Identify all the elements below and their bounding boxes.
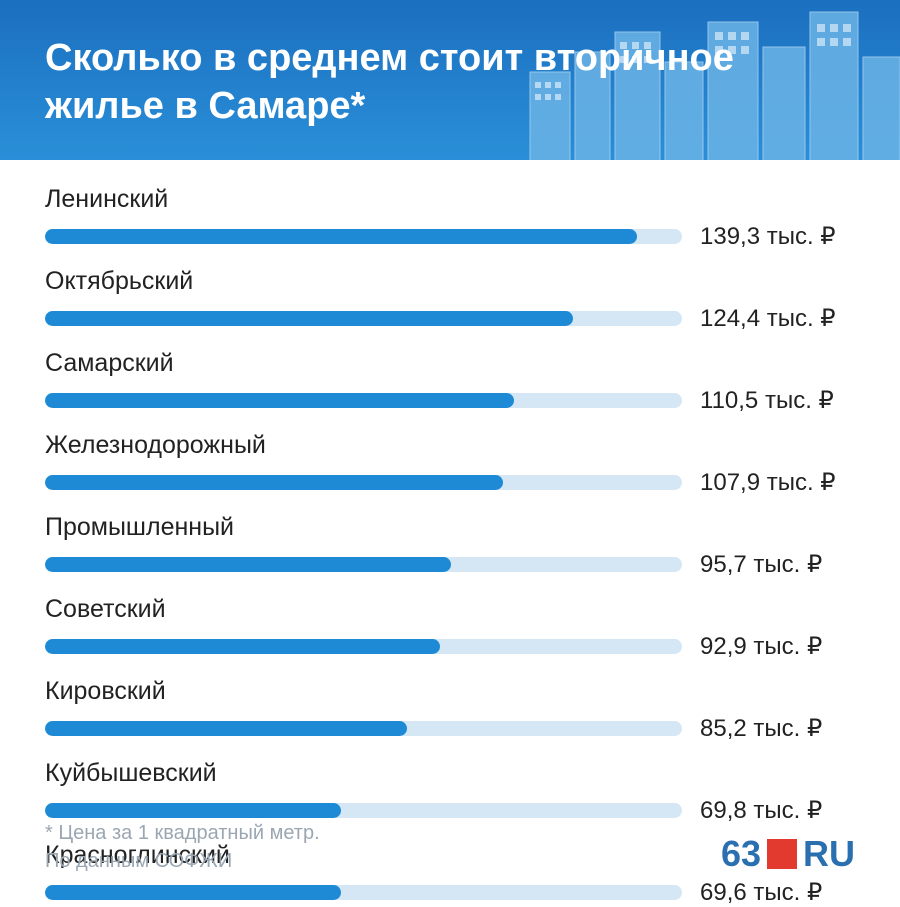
page-title: Сколько в среднем стоит вторичное жилье … xyxy=(45,35,855,130)
bar-label: Промышленный xyxy=(45,513,855,542)
bar-fill xyxy=(45,885,341,900)
logo-square-icon xyxy=(767,839,797,869)
source-logo: 63 RU xyxy=(721,833,855,875)
bar-label: Советский xyxy=(45,595,855,624)
bar-row: Железнодорожный 107,9 тыс. ₽ xyxy=(45,431,855,497)
chart-area: Ленинский 139,3 тыс. ₽ Октябрьский 124,4 ты… xyxy=(0,160,900,907)
header: Сколько в среднем стоит вторичное жилье … xyxy=(0,0,900,160)
bar-body: 92,9 тыс. ₽ xyxy=(45,632,855,661)
bar-fill xyxy=(45,229,637,244)
bar-body: 110,5 тыс. ₽ xyxy=(45,386,855,415)
bar-value: 124,4 тыс. ₽ xyxy=(700,304,855,333)
bar-fill xyxy=(45,803,341,818)
bar-track xyxy=(45,803,682,818)
bar-row: Октябрьский 124,4 тыс. ₽ xyxy=(45,267,855,333)
bar-fill xyxy=(45,639,440,654)
infographic-container: Сколько в среднем стоит вторичное жилье … xyxy=(0,0,900,900)
bar-row: Советский 92,9 тыс. ₽ xyxy=(45,595,855,661)
bar-value: 107,9 тыс. ₽ xyxy=(700,468,855,497)
bar-body: 107,9 тыс. ₽ xyxy=(45,468,855,497)
bar-label: Куйбышевский xyxy=(45,759,855,788)
footnote-line: * Цена за 1 квадратный метр. xyxy=(45,819,320,847)
bar-track xyxy=(45,229,682,244)
bar-label: Октябрьский xyxy=(45,267,855,296)
bar-row: Ленинский 139,3 тыс. ₽ xyxy=(45,185,855,251)
bar-track xyxy=(45,885,682,900)
bar-value: 85,2 тыс. ₽ xyxy=(700,714,855,743)
bar-value: 139,3 тыс. ₽ xyxy=(700,222,855,251)
bar-fill xyxy=(45,393,514,408)
bar-value: 95,7 тыс. ₽ xyxy=(700,550,855,579)
bar-track xyxy=(45,639,682,654)
logo-text-right: RU xyxy=(803,833,855,875)
bar-track xyxy=(45,721,682,736)
bar-label: Железнодорожный xyxy=(45,431,855,460)
bar-fill xyxy=(45,721,407,736)
bar-label: Кировский xyxy=(45,677,855,706)
bar-body: 95,7 тыс. ₽ xyxy=(45,550,855,579)
footnote-line: По данным СОФЖИ xyxy=(45,847,320,875)
bar-row: Самарский 110,5 тыс. ₽ xyxy=(45,349,855,415)
logo-text-left: 63 xyxy=(721,833,761,875)
footer: * Цена за 1 квадратный метр. По данным С… xyxy=(45,819,855,875)
bar-track xyxy=(45,557,682,572)
bar-body: 69,6 тыс. ₽ xyxy=(45,878,855,907)
bar-row: Куйбышевский69,8 тыс. ₽ xyxy=(45,759,855,825)
bar-value: 92,9 тыс. ₽ xyxy=(700,632,855,661)
bar-track xyxy=(45,311,682,326)
bar-label: Самарский xyxy=(45,349,855,378)
bar-row: Промышленный 95,7 тыс. ₽ xyxy=(45,513,855,579)
bar-track xyxy=(45,393,682,408)
bar-label: Ленинский xyxy=(45,185,855,214)
bar-row: Кировский 85,2 тыс. ₽ xyxy=(45,677,855,743)
bar-body: 139,3 тыс. ₽ xyxy=(45,222,855,251)
bar-body: 124,4 тыс. ₽ xyxy=(45,304,855,333)
bar-fill xyxy=(45,311,573,326)
bar-fill xyxy=(45,557,451,572)
bar-value: 110,5 тыс. ₽ xyxy=(700,386,855,415)
bar-body: 85,2 тыс. ₽ xyxy=(45,714,855,743)
bar-track xyxy=(45,475,682,490)
bar-value: 69,6 тыс. ₽ xyxy=(700,878,855,907)
footnote: * Цена за 1 квадратный метр. По данным С… xyxy=(45,819,320,875)
bar-fill xyxy=(45,475,503,490)
